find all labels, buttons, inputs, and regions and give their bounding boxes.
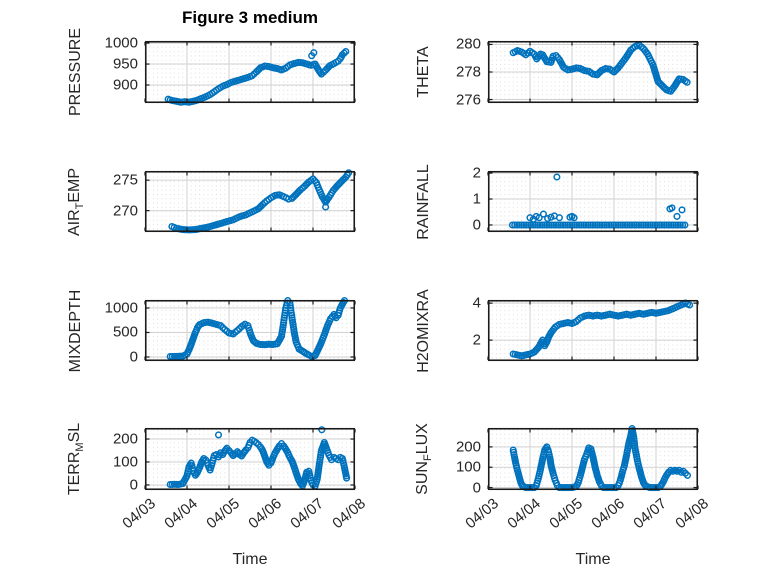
ylabel-rainfall: RAINFALL xyxy=(415,164,433,240)
ytick-label-mixdepth: 1000 xyxy=(104,299,138,317)
ylabel-theta: THETA xyxy=(415,46,433,97)
xtick-label: 04/07 xyxy=(630,495,670,533)
data-markers xyxy=(164,47,350,106)
xtick-label: 04/06 xyxy=(245,495,285,533)
axes-box xyxy=(487,427,699,491)
x-axis-label-left: Time xyxy=(232,551,268,568)
ytick-label-terr-msl: 0 xyxy=(129,476,138,494)
ytick-label-theta: 276 xyxy=(455,91,481,109)
ylabel-h2omixra: H2OMIXRA xyxy=(415,289,433,373)
xtick-label: 04/08 xyxy=(329,495,369,533)
ylabel-air-temp: AIRTEMP xyxy=(66,167,86,235)
ylabel-text: H2OMIXRA xyxy=(415,288,432,373)
data-markers xyxy=(509,425,692,492)
ylabel-text: SL xyxy=(65,422,83,443)
subplot-air-temp xyxy=(144,169,356,234)
ylabel-terr-msl: TERRMSL xyxy=(66,423,86,495)
subplot-pressure xyxy=(144,40,356,106)
data-markers xyxy=(166,426,351,490)
data-markers xyxy=(509,299,694,360)
xtick-label: 04/04 xyxy=(161,495,201,533)
ytick-label-sun-flux: 100 xyxy=(455,458,481,476)
xtick-label: 04/03 xyxy=(119,495,159,533)
ylabel-subscript: T xyxy=(74,202,87,209)
ytick-label-rainfall: 2 xyxy=(472,164,481,182)
figure-title: Figure 3 medium xyxy=(181,8,319,27)
axes-box xyxy=(144,170,356,233)
major-grid xyxy=(146,301,354,360)
ylabel-text: MIXDEPTH xyxy=(67,289,84,372)
ytick-label-terr-msl: 200 xyxy=(112,430,138,448)
ylabel-text: SUN xyxy=(413,461,431,495)
subplot-terr-msl xyxy=(144,426,356,491)
data-markers xyxy=(508,173,689,229)
ytick-label-pressure: 900 xyxy=(112,76,138,94)
ytick-label-h2omixra: 2 xyxy=(472,331,481,349)
ytick-label-air-temp: 275 xyxy=(112,171,138,189)
axes-box xyxy=(487,170,699,233)
subplot-h2omixra xyxy=(487,299,699,362)
ytick-label-mixdepth: 500 xyxy=(112,323,138,341)
subplot-mixdepth xyxy=(144,297,356,362)
ytick-label-sun-flux: 200 xyxy=(455,438,481,456)
axes-box xyxy=(487,299,699,362)
minor-grid xyxy=(148,172,352,231)
data-markers xyxy=(166,297,349,361)
ytick-label-rainfall: 1 xyxy=(472,190,481,208)
ytick-label-sun-flux: 0 xyxy=(472,479,481,497)
major-grid xyxy=(489,301,697,360)
ytick-label-h2omixra: 4 xyxy=(472,294,481,312)
xtick-label: 04/07 xyxy=(287,495,327,533)
ytick-label-air-temp: 270 xyxy=(112,202,138,220)
ytick-label-pressure: 950 xyxy=(112,55,138,73)
ylabel-text: RAINFALL xyxy=(415,163,432,240)
axes-box xyxy=(144,299,356,362)
ylabel-mixdepth: MIXDEPTH xyxy=(67,289,85,372)
major-grid xyxy=(146,42,354,102)
ytick-label-rainfall: 0 xyxy=(472,216,481,234)
xtick-label: 04/05 xyxy=(203,495,243,533)
ylabel-sun-flux: SUNFLUX xyxy=(414,423,434,495)
subplot-sun-flux xyxy=(487,425,699,492)
data-markers xyxy=(168,169,353,234)
subplot-theta xyxy=(487,40,699,104)
x-axis-label-right: Time xyxy=(575,551,611,568)
ytick-label-terr-msl: 100 xyxy=(112,453,138,471)
ylabel-text: THETA xyxy=(415,46,432,98)
xtick-label: 04/05 xyxy=(546,495,586,533)
ylabel-subscript: F xyxy=(422,454,435,462)
axes-box xyxy=(144,40,356,104)
ylabel-text: LUX xyxy=(413,423,431,455)
ylabel-subscript: M xyxy=(74,442,87,452)
ylabel-text: PRESSURE xyxy=(67,27,84,117)
xtick-label: 04/04 xyxy=(504,495,544,533)
ytick-label-pressure: 1000 xyxy=(104,34,138,52)
ytick-label-theta: 278 xyxy=(455,63,481,81)
ylabel-text: AIR xyxy=(65,208,83,236)
ylabel-text: TERR xyxy=(65,451,83,496)
ytick-label-theta: 280 xyxy=(455,35,481,53)
data-markers xyxy=(509,41,691,95)
ytick-label-mixdepth: 0 xyxy=(129,348,138,366)
axes-box xyxy=(144,427,356,491)
xtick-label: 04/08 xyxy=(672,495,712,533)
subplot-rainfall xyxy=(487,170,699,233)
ylabel-text: EMP xyxy=(65,167,83,203)
xtick-label: 04/06 xyxy=(588,495,628,533)
ylabel-pressure: PRESSURE xyxy=(67,28,85,116)
xtick-label: 04/03 xyxy=(462,495,502,533)
axes-box xyxy=(487,40,699,104)
